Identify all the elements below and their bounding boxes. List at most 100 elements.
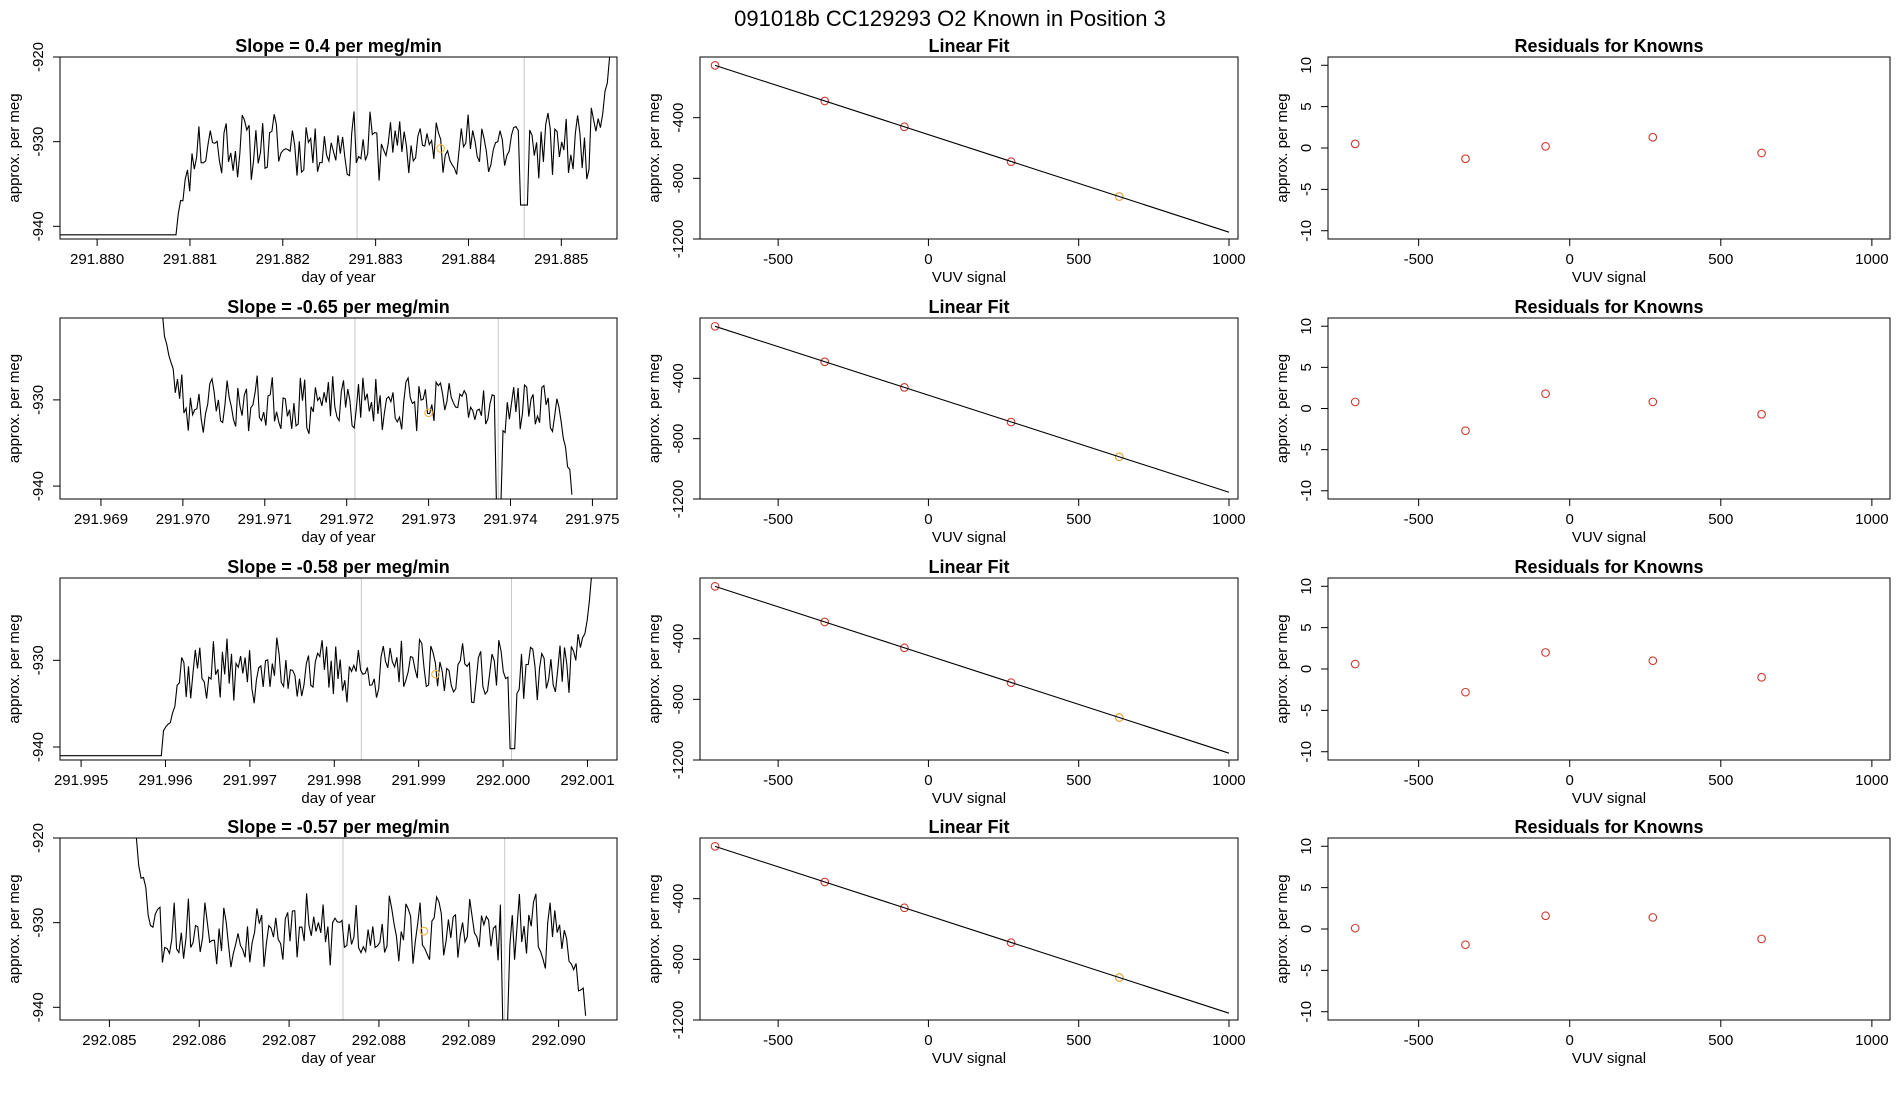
plot-area — [1350, 648, 1766, 697]
data-point — [1757, 148, 1766, 158]
data-point — [820, 877, 830, 887]
series-line — [60, 838, 587, 1020]
fit-panel-1: Linear Fit -500 0 500 1000 -400 -800 -1200 VUV s… — [646, 36, 1246, 286]
plot-area — [60, 57, 611, 239]
panel-title: Slope = -0.65 per meg/min — [227, 297, 450, 317]
x-axis: 291.880 291.881 291.882 291.883 291.884 291.8… — [70, 239, 588, 268]
y-tick-label: -800 — [670, 163, 687, 193]
y-tick-label: -800 — [670, 684, 687, 714]
fit-line — [714, 325, 1230, 493]
panel-title: Residuals for Knowns — [1514, 297, 1703, 317]
x-tick-label: 1000 — [1212, 772, 1245, 789]
panel-title: Residuals for Knowns — [1514, 36, 1703, 56]
data-point — [1648, 397, 1658, 407]
y-axis: -940 -930 -920 — [30, 823, 60, 1022]
y-tick-label: -5 — [1298, 443, 1315, 456]
figure-suptitle: 091018b CC129293 O2 Known in Position 3 — [734, 6, 1166, 31]
y-axis-label: approx. per meg — [1274, 93, 1291, 202]
x-tick-label: 291.996 — [138, 772, 192, 789]
x-tick-label: -500 — [763, 511, 793, 528]
x-axis-label: VUV signal — [932, 790, 1006, 807]
x-axis: -500 0 500 1000 — [763, 239, 1246, 268]
x-tick-label: 292.086 — [172, 1032, 226, 1049]
panel-title: Linear Fit — [928, 817, 1009, 837]
series-line — [60, 578, 592, 757]
x-tick-label: 500 — [1708, 772, 1733, 789]
x-tick-label: 291.974 — [483, 511, 537, 528]
data-point — [1541, 911, 1550, 921]
y-axis-label: approx. per meg — [646, 93, 663, 202]
y-axis-label: approx. per meg — [1274, 354, 1291, 463]
y-tick-label: -400 — [670, 103, 687, 133]
y-tick-label: 10 — [1298, 578, 1315, 595]
x-axis: -500 0 500 1000 — [1404, 239, 1889, 268]
data-point — [820, 96, 830, 106]
data-point — [1114, 192, 1124, 201]
panel-title: Slope = 0.4 per meg/min — [235, 36, 442, 56]
data-point — [1114, 973, 1124, 982]
x-tick-label: 500 — [1066, 511, 1091, 528]
data-point — [1350, 923, 1360, 933]
plot-frame — [699, 317, 1239, 500]
x-axis: -500 0 500 1000 — [763, 1020, 1246, 1049]
fit-panel-2: Linear Fit -500 0 500 1000 -400 -800 -1200 VUV s… — [646, 297, 1246, 546]
x-tick-label: 292.088 — [352, 1032, 406, 1049]
x-tick-label: 292.090 — [531, 1032, 585, 1049]
y-tick-label: 5 — [1298, 883, 1315, 891]
y-tick-label: 5 — [1298, 623, 1315, 631]
data-point — [1461, 940, 1470, 950]
x-tick-label: 1000 — [1212, 511, 1245, 528]
y-tick-label: 10 — [1298, 318, 1315, 335]
data-point — [1461, 426, 1470, 436]
x-tick-label: 291.975 — [565, 511, 619, 528]
x-tick-label: 291.970 — [156, 511, 210, 528]
y-tick-label: -10 — [1298, 480, 1315, 502]
x-tick-label: 500 — [1066, 251, 1091, 268]
x-tick-label: -500 — [1404, 251, 1434, 268]
data-point — [900, 903, 909, 913]
x-axis-label: VUV signal — [1572, 269, 1646, 286]
y-tick-label: 0 — [1298, 925, 1315, 933]
x-tick-label: -500 — [1404, 772, 1434, 789]
panel-title: Linear Fit — [928, 297, 1009, 317]
y-tick-label: -940 — [30, 992, 47, 1022]
data-point — [900, 383, 909, 392]
y-axis: -10 -5 0 5 10 — [1298, 57, 1328, 242]
data-point — [1757, 934, 1766, 944]
x-axis-label: VUV signal — [1572, 790, 1646, 807]
y-axis-label: approx. per meg — [646, 354, 663, 463]
x-tick-label: 292.087 — [262, 1032, 316, 1049]
y-tick-label: 5 — [1298, 363, 1315, 371]
x-tick-label: 1000 — [1212, 1032, 1245, 1049]
data-point — [1350, 139, 1360, 149]
x-tick-label: 291.882 — [256, 251, 310, 268]
data-point — [1757, 409, 1766, 419]
y-axis: -10 -5 0 5 10 — [1298, 578, 1328, 763]
y-tick-label: -400 — [670, 624, 687, 654]
highlight-point — [419, 926, 429, 936]
x-axis-label: VUV signal — [932, 269, 1006, 286]
x-tick-label: 0 — [1566, 511, 1574, 528]
y-tick-label: -5 — [1298, 183, 1315, 196]
x-tick-label: 292.000 — [476, 772, 530, 789]
data-point — [820, 617, 830, 627]
plot-frame — [1327, 56, 1891, 240]
fit-panel-4: Linear Fit -500 0 500 1000 -400 -800 -1200 VUV s… — [646, 817, 1246, 1067]
y-tick-label: 0 — [1298, 665, 1315, 673]
x-axis-label: day of year — [301, 529, 375, 546]
x-tick-label: 291.881 — [163, 251, 217, 268]
panel-title: Linear Fit — [928, 36, 1009, 56]
data-point — [1006, 678, 1016, 688]
x-axis-label: VUV signal — [1572, 1050, 1646, 1067]
y-axis-label: approx. per meg — [1274, 614, 1291, 723]
data-point — [710, 841, 720, 851]
x-tick-label: -500 — [763, 1032, 793, 1049]
y-tick-label: -10 — [1298, 220, 1315, 242]
data-point — [710, 321, 720, 331]
data-point — [710, 60, 720, 70]
y-tick-label: -1200 — [670, 220, 687, 258]
x-tick-label: 1000 — [1855, 511, 1888, 528]
plot-frame — [59, 577, 618, 761]
